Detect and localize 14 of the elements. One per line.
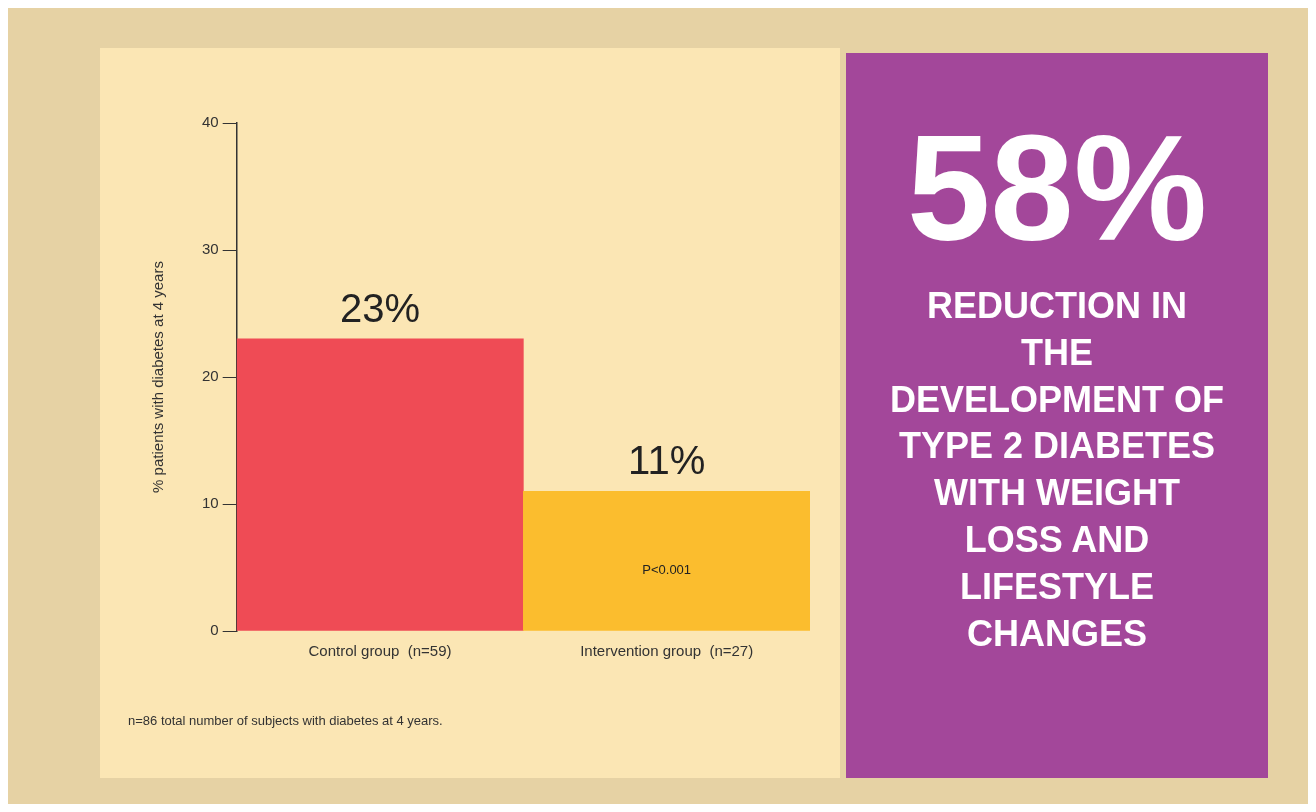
y-axis-title: % patients with diabetes at 4 years (149, 261, 167, 493)
x-tick-label: Control group (n=59) (308, 642, 452, 660)
annotation: P<0.001 (642, 562, 692, 578)
text: 58% (905, 104, 1209, 272)
text: n=86 total number of subjects with diabetes at 4 years. (128, 713, 443, 728)
data-label: 23% (339, 285, 421, 330)
y-tick-label: 10 (202, 494, 219, 512)
x-tick-label: Intervention group (n=27) (580, 642, 754, 660)
y-tick-label: 20 (202, 367, 219, 385)
y-tick-label: 0 (210, 621, 219, 639)
data-label: 11% (628, 438, 706, 483)
text: REDUCTION IN THE DEVELOPMENT OF TYPE 2 DIABETES WITH WEIGHT LOSS AND LIFESTYLE CHANGES (889, 284, 1225, 656)
y-tick-label: 40 (202, 113, 219, 131)
y-tick-label: 30 (202, 240, 219, 258)
